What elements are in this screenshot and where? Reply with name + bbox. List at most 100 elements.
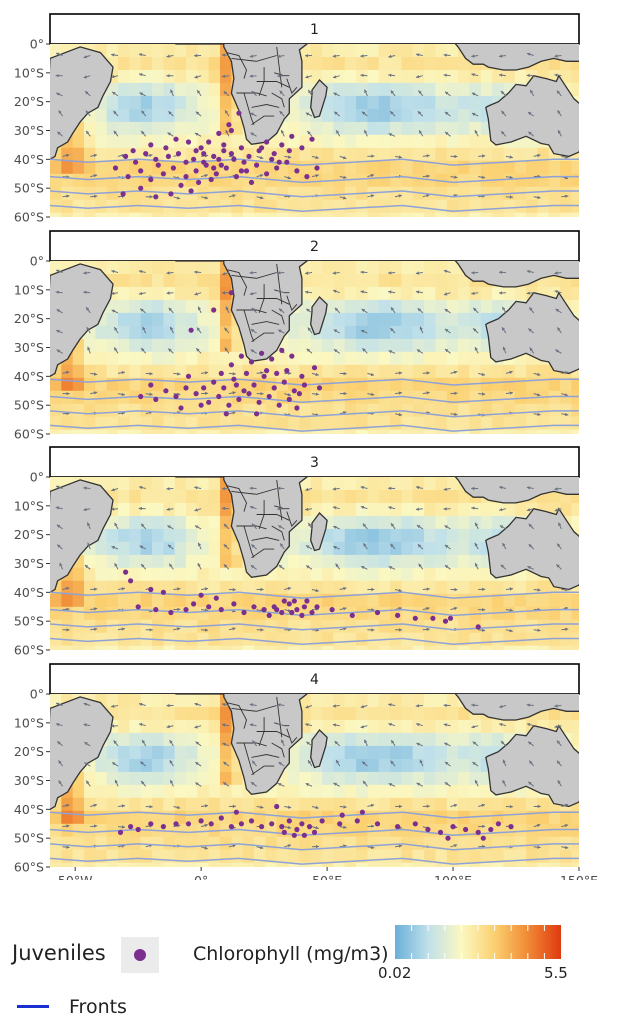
juvenile-point [395,612,401,619]
lat-tick-label: 40°S [14,585,44,600]
juvenile-point [447,615,454,621]
legend-chlorophyll-max: 5.5 [544,964,568,982]
juvenile-point [211,153,217,159]
juvenile-point [430,615,436,621]
juvenile-point [395,824,401,830]
juvenile-point [266,612,272,619]
lon-axis: 50°W 0° 50°E 100°E 150°E [58,867,598,880]
juvenile-point [254,162,260,168]
juvenile-point [319,818,325,824]
juvenile-point [445,835,451,841]
juvenile-point [299,145,305,151]
juvenile-point [173,821,179,827]
juvenile-point [359,809,365,815]
juvenile-point [286,148,292,154]
juvenile-point [259,824,265,830]
juvenile-point [233,174,239,180]
lat-tick-label: 50°S [14,398,44,413]
juvenile-point [284,159,290,165]
lat-tick-label: 10°S [14,715,44,730]
juvenile-point [201,151,207,157]
juvenile-point [279,347,285,353]
land [50,477,579,623]
land [50,261,579,407]
juvenile-point [153,156,159,162]
juvenile-point [284,368,290,374]
front-line [50,591,579,599]
lat-tick-label: 30°S [14,556,44,571]
juvenile-point [279,142,285,148]
lat-axis: 0° 10°S 20°S 30°S 40°S 50°S 60°S [14,254,50,442]
juvenile-point [286,818,292,824]
juvenile-point [178,405,184,411]
juvenile-point [128,578,134,584]
juvenile-point [175,151,182,157]
juvenile-point [138,185,144,191]
fronts [50,378,579,432]
juvenile-point [183,159,189,165]
lon-tick-label: 50°W [58,873,93,880]
juvenile-point [216,130,222,136]
juvenile-point [274,607,280,613]
panel-strip [49,446,580,478]
juvenile-point [264,171,270,177]
lat-tick-label: 0° [30,37,44,52]
legend-juveniles-key [121,937,159,973]
juvenile-point [233,382,239,388]
juvenile-point [218,370,224,376]
front-line [50,190,579,198]
juvenile-point [264,139,270,145]
juvenile-point [201,385,207,391]
lat-tick-label: 30°S [14,123,44,138]
juvenile-point [238,353,244,359]
map-area [50,694,579,867]
juvenile-point [218,815,224,821]
juvenile-point [123,569,129,575]
juveniles [138,290,323,417]
juvenile-point [243,168,250,174]
juvenile-point [236,110,242,116]
juveniles [123,569,481,630]
juvenile-point [125,174,131,180]
map-figure: 10°10°S20°S30°S40°S50°S60°S20°10°S20°S30… [14,13,598,880]
juvenile-point [228,151,234,157]
panel-label: 1 [310,22,319,38]
juvenile-point [314,165,320,171]
juvenile-point [198,402,204,408]
juvenile-point [201,159,207,165]
juvenile-point [221,148,227,154]
lat-axis: 0° 10°S 20°S 30°S 40°S 50°S 60°S [14,687,50,875]
juvenile-point [198,592,204,598]
map-panel: 1 0° 10°S 20°S 30°S 40°S 50°S 60°S [14,13,580,225]
juvenile-point [170,165,176,171]
map-panel: 2 0° 10°S 20°S 30°S 40°S 50°S 60°S [14,230,580,442]
juvenile-point [216,393,222,400]
juvenile-point [261,607,267,613]
juvenile-point [206,399,212,405]
juvenile-point [211,307,217,313]
juvenile-point [299,612,305,619]
panel-strip [49,230,580,262]
juvenile-point [223,165,229,171]
juvenile-point [226,402,232,408]
juvenile-point [281,379,287,385]
juvenile-point [216,156,222,162]
juvenile-point [168,609,174,616]
juvenile-point [185,821,192,827]
juvenile-point [412,821,418,827]
juvenile-point [208,176,214,183]
lat-tick-label: 0° [30,254,44,269]
legend-chlorophyll-min: 0.02 [378,964,412,982]
juvenile-point [173,136,179,142]
juvenile-point [213,171,219,177]
lat-tick-label: 0° [30,470,44,485]
juvenile-point [374,609,381,616]
map-panel: 4 0° 10°S 20°S 30°S 40°S 50°S 60°S [14,663,580,875]
lat-tick-label: 30°S [14,773,44,788]
juvenile-point [349,612,355,619]
lat-tick-label: 20°S [14,311,44,326]
juvenile-point [198,145,204,151]
juvenile-point [135,604,141,610]
lat-tick-label: 10°S [14,65,44,80]
juvenile-point [231,376,237,382]
